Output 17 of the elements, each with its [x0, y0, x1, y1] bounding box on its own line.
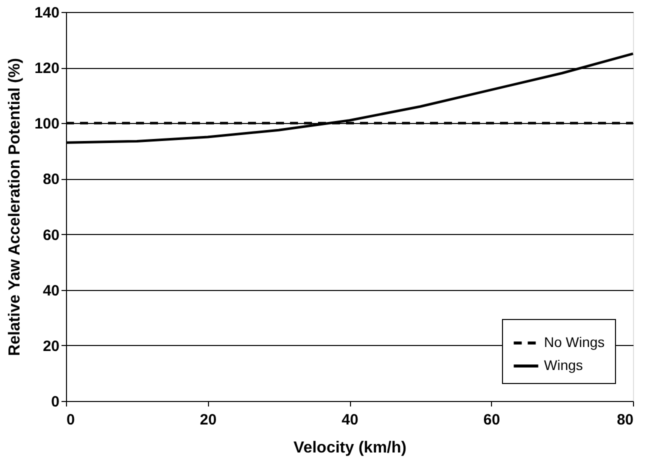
- x-tick-label: 20: [200, 412, 217, 428]
- y-tick-label: 60: [42, 226, 60, 244]
- legend-label: No Wings: [544, 334, 605, 350]
- y-tick-label: 100: [34, 116, 60, 133]
- y-tick-label: 40: [42, 282, 60, 300]
- x-axis-title: Velocity (km/h): [294, 440, 406, 456]
- y-tick-label: 20: [42, 338, 60, 355]
- x-tick-label: 40: [342, 412, 358, 428]
- x-tick-label: 80: [616, 412, 634, 428]
- y-tick-label: 120: [34, 60, 60, 78]
- x-tick-label: 60: [483, 412, 500, 428]
- y-axis-title: Relative Yaw Acceleration Potential (%): [6, 58, 24, 356]
- y-tick-label: 0: [51, 394, 60, 410]
- legend-label: Wings: [544, 357, 583, 373]
- x-tick-label: 0: [66, 412, 75, 428]
- y-tick-label: 80: [42, 171, 60, 188]
- y-tick-label: 140: [34, 4, 60, 22]
